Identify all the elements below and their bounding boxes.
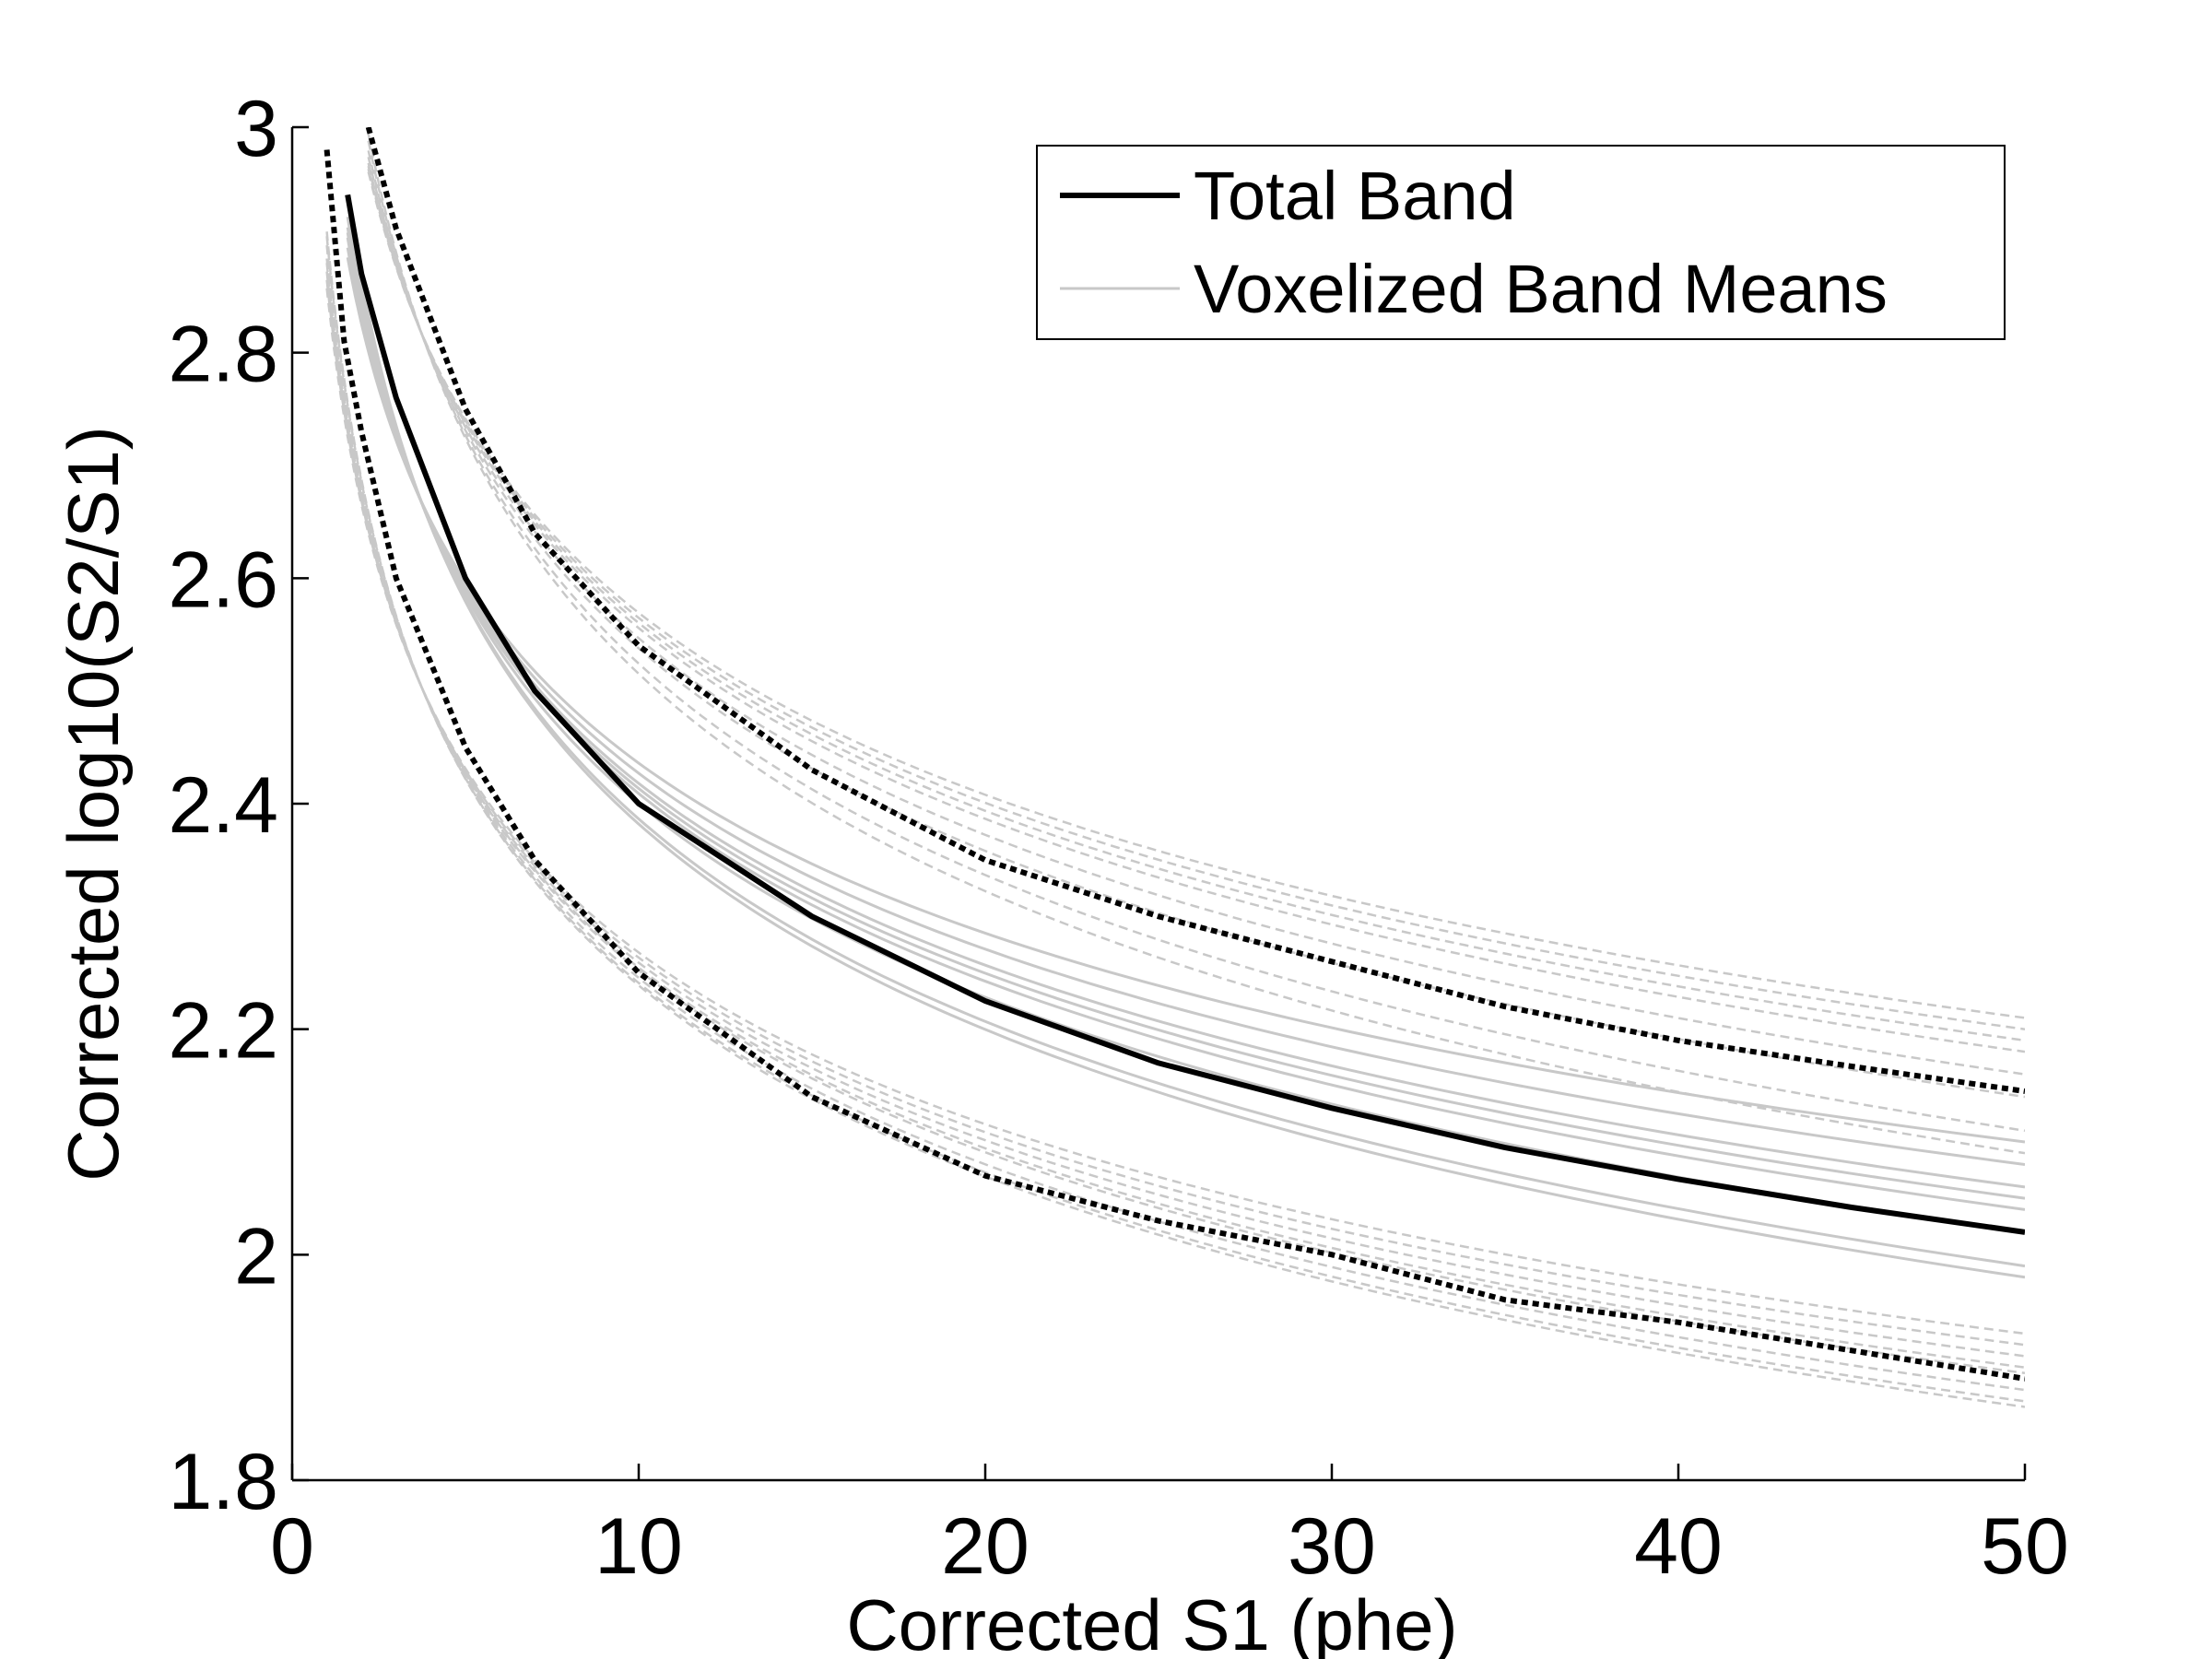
x-tick-label: 0 [270, 1502, 314, 1591]
legend-label-voxelized-band-means: Voxelized Band Means [1194, 251, 1888, 327]
x-tick-label: 40 [1634, 1502, 1723, 1591]
voxelized-lower-line-1 [325, 236, 2025, 1403]
legend-box [1036, 145, 2006, 340]
voxelized-lower-line-0 [325, 231, 2025, 1408]
x-axis-label: Corrected S1 (phe) [846, 1584, 1457, 1659]
x-tick-label: 30 [1288, 1502, 1376, 1591]
y-tick-label: 2.6 [168, 535, 278, 624]
voxelized-upper-line-5 [367, 165, 2025, 1042]
x-tick-label: 50 [1981, 1502, 2069, 1591]
total-band-lower-line [324, 149, 2025, 1382]
y-tick-label: 1.8 [168, 1438, 278, 1526]
y-tick-label: 2.4 [168, 761, 278, 850]
axes: 0 10 20 30 40 50 1.8 2 2.2 2.4 2.6 2.8 3 [168, 85, 2068, 1591]
voxelized-lower-line-6 [325, 279, 2025, 1347]
voxelized-mean-line-7 [346, 257, 2025, 1144]
y-axis-label: Corrected log10(S2/S1) [53, 426, 134, 1181]
voxelized-lower-line-2 [325, 244, 2025, 1392]
voxelized-upper-line-0 [367, 134, 2025, 1155]
total-band-upper-line [365, 127, 2025, 1094]
voxelized-lower-line-3 [325, 258, 2025, 1375]
voxelized-upper-line-4 [367, 162, 2025, 1053]
total-band-line [345, 194, 2025, 1235]
y-tick-label: 3 [234, 85, 278, 173]
x-tick-label: 20 [941, 1502, 1030, 1591]
plot-series [324, 127, 2025, 1408]
legend: Total Band Voxelized Band Means [1036, 145, 2006, 340]
x-tick-label: 10 [594, 1502, 683, 1591]
y-tick-label: 2.8 [168, 311, 278, 399]
y-tick-label: 2 [234, 1212, 278, 1300]
y-tick-label: 2.2 [168, 987, 278, 1076]
voxelized-mean-line-1 [346, 200, 2025, 1268]
voxelized-lower-line-4 [325, 263, 2025, 1369]
voxelized-upper-line-7 [367, 171, 2025, 1019]
legend-label-total-band: Total Band [1194, 158, 1516, 234]
